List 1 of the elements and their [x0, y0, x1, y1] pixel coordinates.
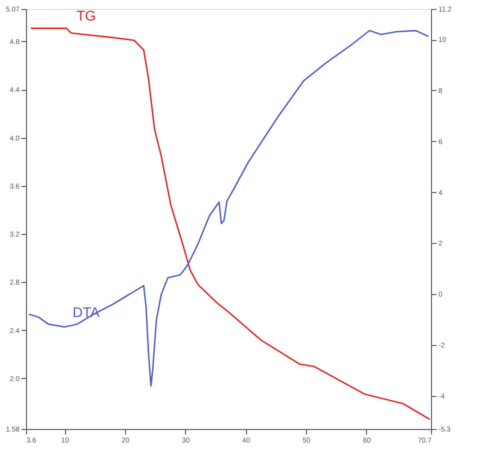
series-label: TG [76, 7, 96, 24]
